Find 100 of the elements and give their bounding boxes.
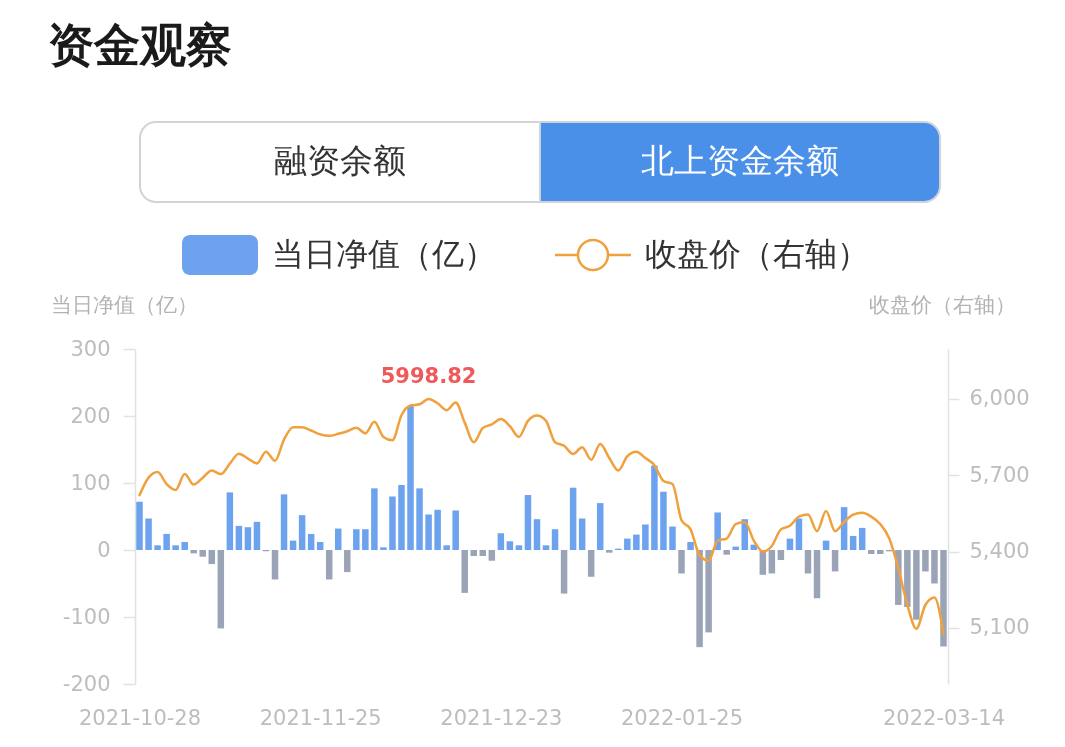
bar xyxy=(904,550,911,607)
bar xyxy=(416,488,423,550)
bar xyxy=(678,550,685,574)
x-tick-label: 2021-10-28 xyxy=(78,705,202,730)
bar xyxy=(335,528,342,550)
bar xyxy=(371,488,378,550)
bar xyxy=(443,545,450,550)
bar xyxy=(353,529,360,550)
bar xyxy=(425,514,432,550)
bar xyxy=(867,550,875,555)
bar xyxy=(696,550,703,648)
bar xyxy=(362,529,369,550)
y-tick-label: 300 xyxy=(70,336,111,361)
bar xyxy=(470,550,477,557)
bar xyxy=(515,545,523,550)
bar xyxy=(542,545,550,550)
bar xyxy=(316,541,324,550)
y-tick-label: -200 xyxy=(62,671,111,696)
bar xyxy=(569,487,577,550)
bar xyxy=(497,533,505,550)
chart-title: 资金观察 xyxy=(48,18,232,72)
bar xyxy=(551,529,559,550)
bar xyxy=(913,550,920,620)
bar xyxy=(831,550,839,572)
bar xyxy=(940,550,947,647)
bar xyxy=(669,526,676,550)
bar xyxy=(931,550,938,584)
bar xyxy=(723,550,730,555)
bar xyxy=(226,492,234,550)
bar xyxy=(461,550,468,593)
bar xyxy=(587,550,595,577)
bar xyxy=(560,550,568,594)
bar xyxy=(651,465,658,550)
legend-label: 当日净值（亿） xyxy=(272,235,496,273)
bar xyxy=(506,541,514,550)
x-tick-label: 2022-03-14 xyxy=(882,705,1006,730)
bar xyxy=(849,535,857,550)
bar xyxy=(768,550,776,574)
bar xyxy=(398,485,405,550)
bar xyxy=(145,518,152,550)
bar xyxy=(407,405,414,550)
bar xyxy=(922,550,929,572)
bar xyxy=(795,518,803,550)
bar xyxy=(253,521,261,550)
bar xyxy=(877,550,884,555)
x-tick-label: 2021-12-23 xyxy=(440,705,563,730)
y2-tick-label: 6,000 xyxy=(969,386,1030,411)
bar xyxy=(642,524,649,550)
bar xyxy=(524,495,532,550)
bar xyxy=(777,550,785,561)
bar xyxy=(280,494,288,550)
bar xyxy=(380,547,387,550)
bar xyxy=(136,501,143,550)
bar xyxy=(190,550,197,554)
y2-tick-label: 5,700 xyxy=(969,462,1030,487)
y-axis-title: 当日净值（亿） xyxy=(50,292,198,317)
text: 融资余额 xyxy=(274,141,406,180)
bar xyxy=(452,510,459,550)
bar xyxy=(199,550,206,557)
bar xyxy=(606,550,613,553)
bar xyxy=(596,503,604,550)
x-tick-label: 2021-11-25 xyxy=(259,705,382,730)
y2-tick-label: 5,400 xyxy=(969,539,1030,564)
bar xyxy=(389,496,396,550)
bar xyxy=(434,509,441,550)
x-tick-label: 2022-01-25 xyxy=(620,705,744,730)
text: 北上资金余额 xyxy=(641,141,839,180)
legend-label: 收盘价（右轴） xyxy=(645,235,869,273)
y-tick-label: 100 xyxy=(70,470,111,495)
bar xyxy=(172,545,179,550)
bar xyxy=(578,518,586,550)
y-tick-label: 0 xyxy=(97,537,111,562)
bar xyxy=(479,550,487,557)
bar xyxy=(208,550,216,565)
y-tick-label: -100 xyxy=(62,604,111,629)
y2-axis-title: 收盘价（右轴） xyxy=(868,292,1016,317)
bar xyxy=(244,527,252,550)
bar xyxy=(298,515,306,550)
bar xyxy=(488,550,496,561)
bar xyxy=(732,546,739,550)
bar xyxy=(163,533,170,550)
bar xyxy=(271,550,279,580)
bar xyxy=(804,550,812,574)
bar xyxy=(235,525,243,550)
y2-tick-label: 5,100 xyxy=(969,615,1030,640)
bar xyxy=(633,534,640,550)
bar xyxy=(325,550,333,580)
bar xyxy=(687,541,694,550)
bar xyxy=(344,550,351,573)
bar xyxy=(624,538,631,550)
y-tick-label: 200 xyxy=(70,403,111,428)
bar xyxy=(533,519,541,550)
bar xyxy=(307,533,315,550)
line-series xyxy=(138,397,945,636)
bar xyxy=(217,550,225,629)
bar xyxy=(705,550,712,633)
bar xyxy=(813,550,821,599)
bar xyxy=(181,541,188,550)
data-label: 5998.82 xyxy=(380,363,477,388)
bar xyxy=(154,545,161,550)
